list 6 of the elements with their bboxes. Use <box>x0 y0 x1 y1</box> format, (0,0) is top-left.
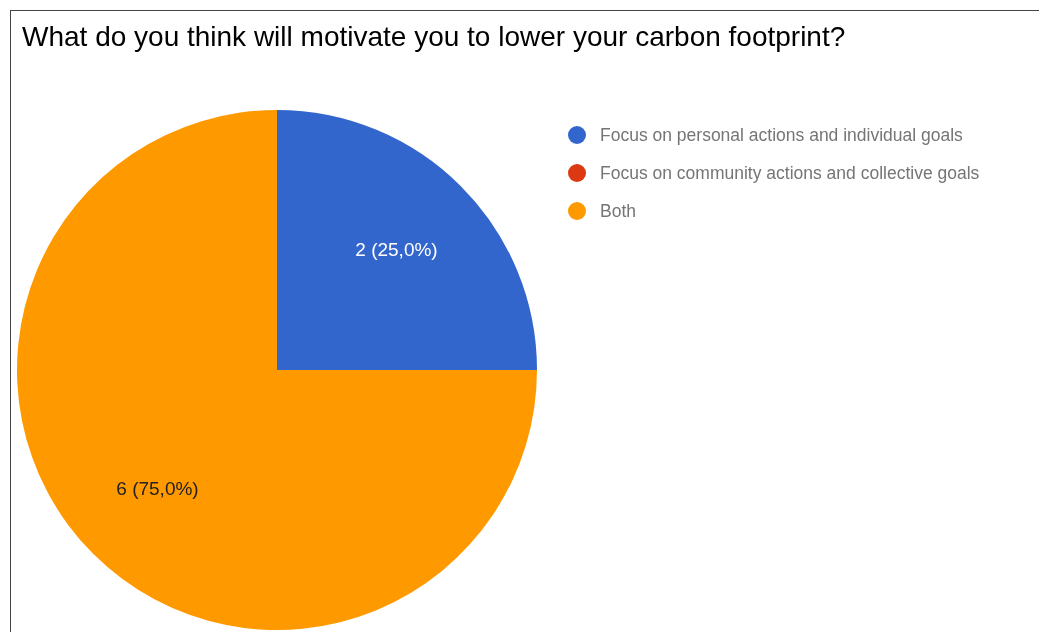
legend-label: Focus on community actions and collective goals <box>600 162 980 185</box>
data-label: 6 (75,0%) <box>116 477 199 499</box>
data-label: 2 (25,0%) <box>355 238 438 260</box>
legend-label: Both <box>600 200 636 223</box>
legend-label: Focus on personal actions and individual goals <box>600 124 963 147</box>
chart-title: What do you think will motivate you to lower your carbon footprint? <box>22 20 847 54</box>
